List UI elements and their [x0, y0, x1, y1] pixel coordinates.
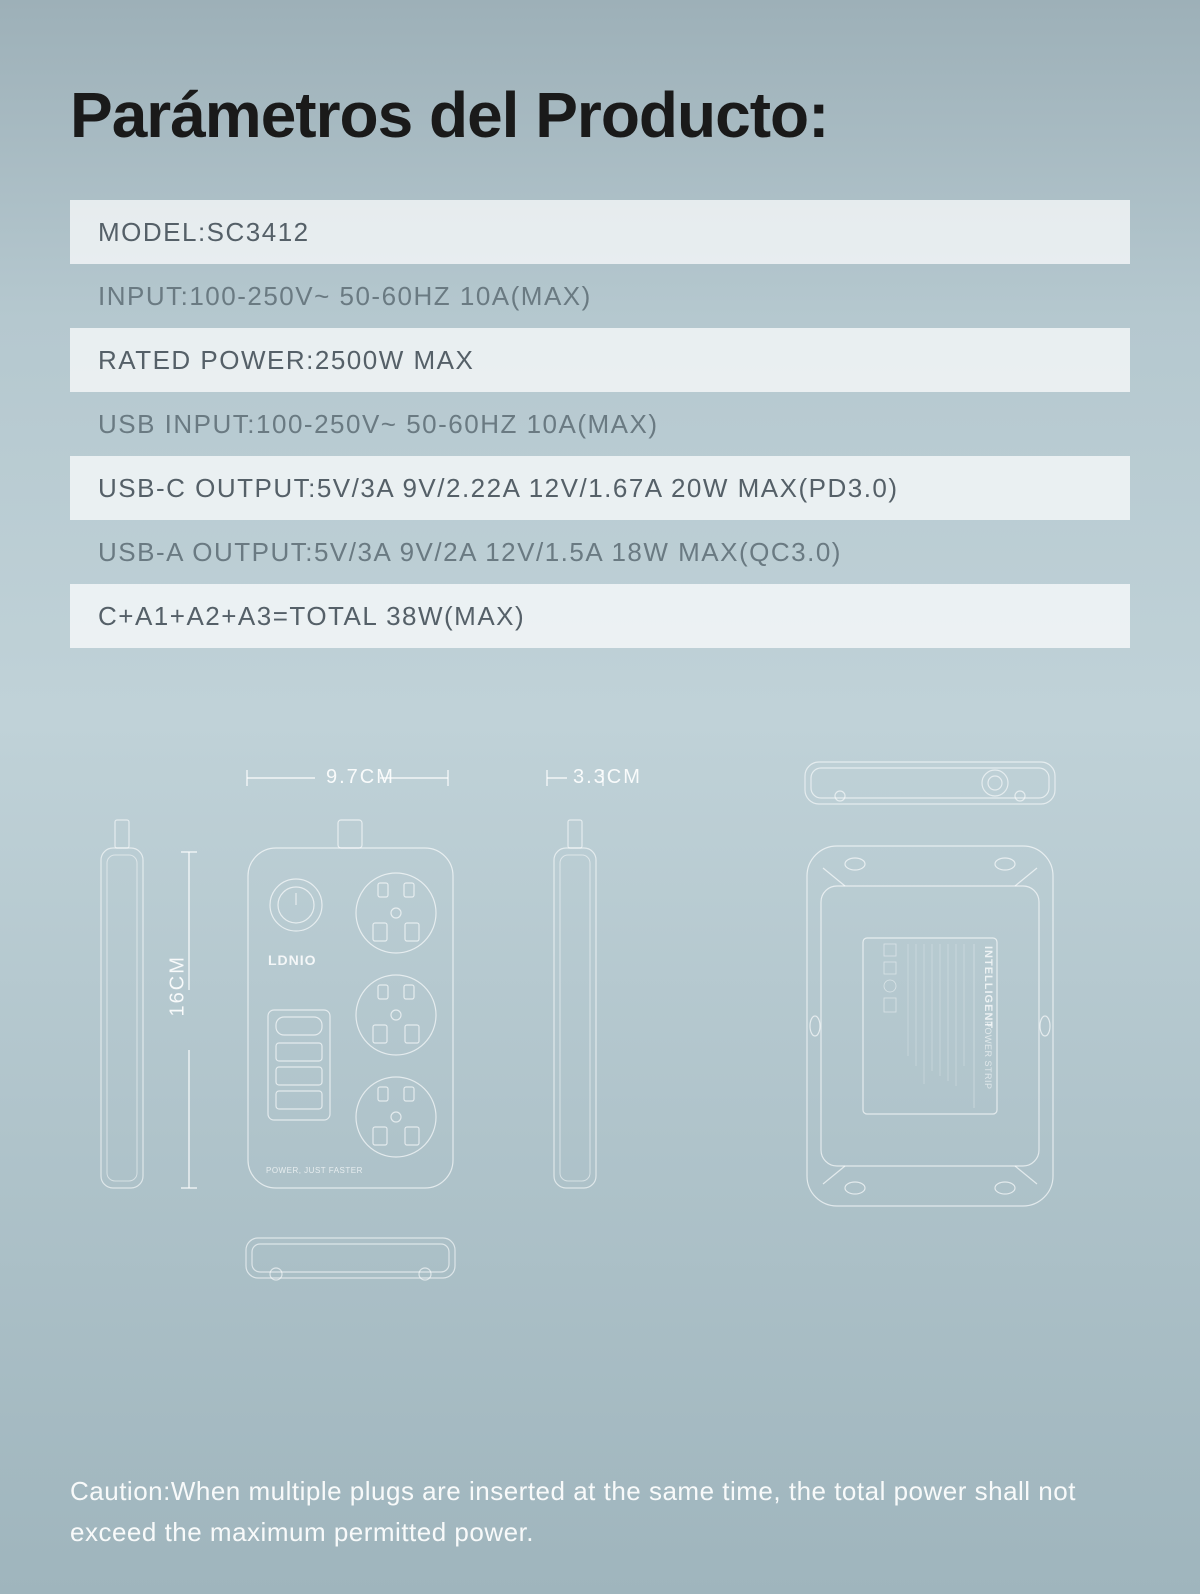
diagram-bottom [238, 1230, 463, 1285]
dimension-bar-height [179, 850, 199, 1190]
spec-row: USB-A OUTPUT:5V/3A 9V/2A 12V/1.5A 18W MA… [70, 520, 1130, 584]
svg-text:POWER STRIP: POWER STRIP [983, 1021, 993, 1090]
spec-row: USB INPUT:100-250V~ 50-60HZ 10A(MAX) [70, 392, 1130, 456]
spec-row: MODEL:SC3412 [70, 200, 1130, 264]
spec-row: C+A1+A2+A3=TOTAL 38W(MAX) [70, 584, 1130, 648]
caution-text: Caution:When multiple plugs are inserted… [70, 1471, 1130, 1552]
diagram-top [795, 752, 1065, 810]
spec-row: USB-C OUTPUT:5V/3A 9V/2.22A 12V/1.67A 20… [70, 456, 1130, 520]
spec-row: INPUT:100-250V~ 50-60HZ 10A(MAX) [70, 264, 1130, 328]
svg-text:POWER, JUST FASTER: POWER, JUST FASTER [266, 1166, 363, 1175]
diagram-front: LDNIO POWER, JUST FASTER [238, 815, 463, 1210]
page-title: Parámetros del Producto: [70, 78, 1130, 152]
spec-row: RATED POWER:2500W MAX [70, 328, 1130, 392]
product-diagrams: 9.7CM 3.3CM 16CM [70, 760, 1130, 1400]
dimension-depth-label: 3.3CM [573, 766, 642, 789]
diagram-back: INTELLIGENT POWER STRIP [795, 828, 1065, 1223]
spec-table: MODEL:SC3412 INPUT:100-250V~ 50-60HZ 10A… [70, 200, 1130, 648]
svg-text:LDNIO: LDNIO [268, 952, 317, 968]
dimension-width-label: 9.7CM [326, 766, 395, 789]
diagram-side-left [95, 815, 150, 1210]
diagram-side-right [548, 815, 603, 1210]
svg-text:INTELLIGENT: INTELLIGENT [982, 946, 994, 1029]
dimension-height-label: 16CM [167, 955, 190, 1016]
